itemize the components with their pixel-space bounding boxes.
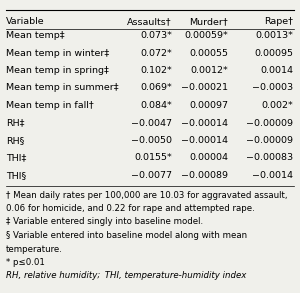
- Text: 0.06 for homicide, and 0.22 for rape and attempted rape.: 0.06 for homicide, and 0.22 for rape and…: [6, 204, 255, 213]
- Text: 0.084*: 0.084*: [140, 101, 172, 110]
- Text: THI‡: THI‡: [6, 154, 26, 163]
- Text: Variable: Variable: [6, 17, 45, 26]
- Text: RH, relative humidity;  THI, temperature-humidity index: RH, relative humidity; THI, temperature-…: [6, 272, 246, 280]
- Text: 0.073*: 0.073*: [140, 31, 172, 40]
- Text: −0.0003: −0.0003: [252, 84, 293, 93]
- Text: Mean temp in fall†: Mean temp in fall†: [6, 101, 94, 110]
- Text: −0.00083: −0.00083: [246, 154, 293, 163]
- Text: 0.00059*: 0.00059*: [184, 31, 228, 40]
- Text: * p≤0.01: * p≤0.01: [6, 258, 45, 267]
- Text: Rape†: Rape†: [264, 17, 293, 26]
- Text: −0.00009: −0.00009: [246, 136, 293, 145]
- Text: −0.00014: −0.00014: [181, 118, 228, 127]
- Text: § Variable entered into baseline model along with mean: § Variable entered into baseline model a…: [6, 231, 247, 240]
- Text: 0.0155*: 0.0155*: [134, 154, 172, 163]
- Text: 0.102*: 0.102*: [140, 66, 172, 75]
- Text: Mean temp‡: Mean temp‡: [6, 31, 64, 40]
- Text: −0.0047: −0.0047: [131, 118, 172, 127]
- Text: temperature.: temperature.: [6, 244, 63, 253]
- Text: −0.0077: −0.0077: [131, 171, 172, 180]
- Text: −0.00021: −0.00021: [181, 84, 228, 93]
- Text: Assaults†: Assaults†: [128, 17, 172, 26]
- Text: THI§: THI§: [6, 171, 26, 180]
- Text: −0.00089: −0.00089: [181, 171, 228, 180]
- Text: Mean temp in summer‡: Mean temp in summer‡: [6, 84, 118, 93]
- Text: Mean temp in winter‡: Mean temp in winter‡: [6, 49, 109, 57]
- Text: † Mean daily rates per 100,000 are 10.03 for aggravated assault,: † Mean daily rates per 100,000 are 10.03…: [6, 190, 287, 200]
- Text: −0.00009: −0.00009: [246, 118, 293, 127]
- Text: Murder†: Murder†: [189, 17, 228, 26]
- Text: 0.00055: 0.00055: [189, 49, 228, 57]
- Text: 0.00004: 0.00004: [189, 154, 228, 163]
- Text: 0.00095: 0.00095: [254, 49, 293, 57]
- Text: ‡ Variable entered singly into baseline model.: ‡ Variable entered singly into baseline …: [6, 217, 203, 226]
- Text: 0.072*: 0.072*: [140, 49, 172, 57]
- Text: RH§: RH§: [6, 136, 24, 145]
- Text: −0.00014: −0.00014: [181, 136, 228, 145]
- Text: 0.002*: 0.002*: [261, 101, 293, 110]
- Text: 0.0012*: 0.0012*: [190, 66, 228, 75]
- Text: 0.0013*: 0.0013*: [255, 31, 293, 40]
- Text: Mean temp in spring‡: Mean temp in spring‡: [6, 66, 109, 75]
- Text: 0.00097: 0.00097: [189, 101, 228, 110]
- Text: RH‡: RH‡: [6, 118, 25, 127]
- Text: 0.0014: 0.0014: [260, 66, 293, 75]
- Text: 0.069*: 0.069*: [140, 84, 172, 93]
- Text: −0.0050: −0.0050: [131, 136, 172, 145]
- Text: −0.0014: −0.0014: [252, 171, 293, 180]
